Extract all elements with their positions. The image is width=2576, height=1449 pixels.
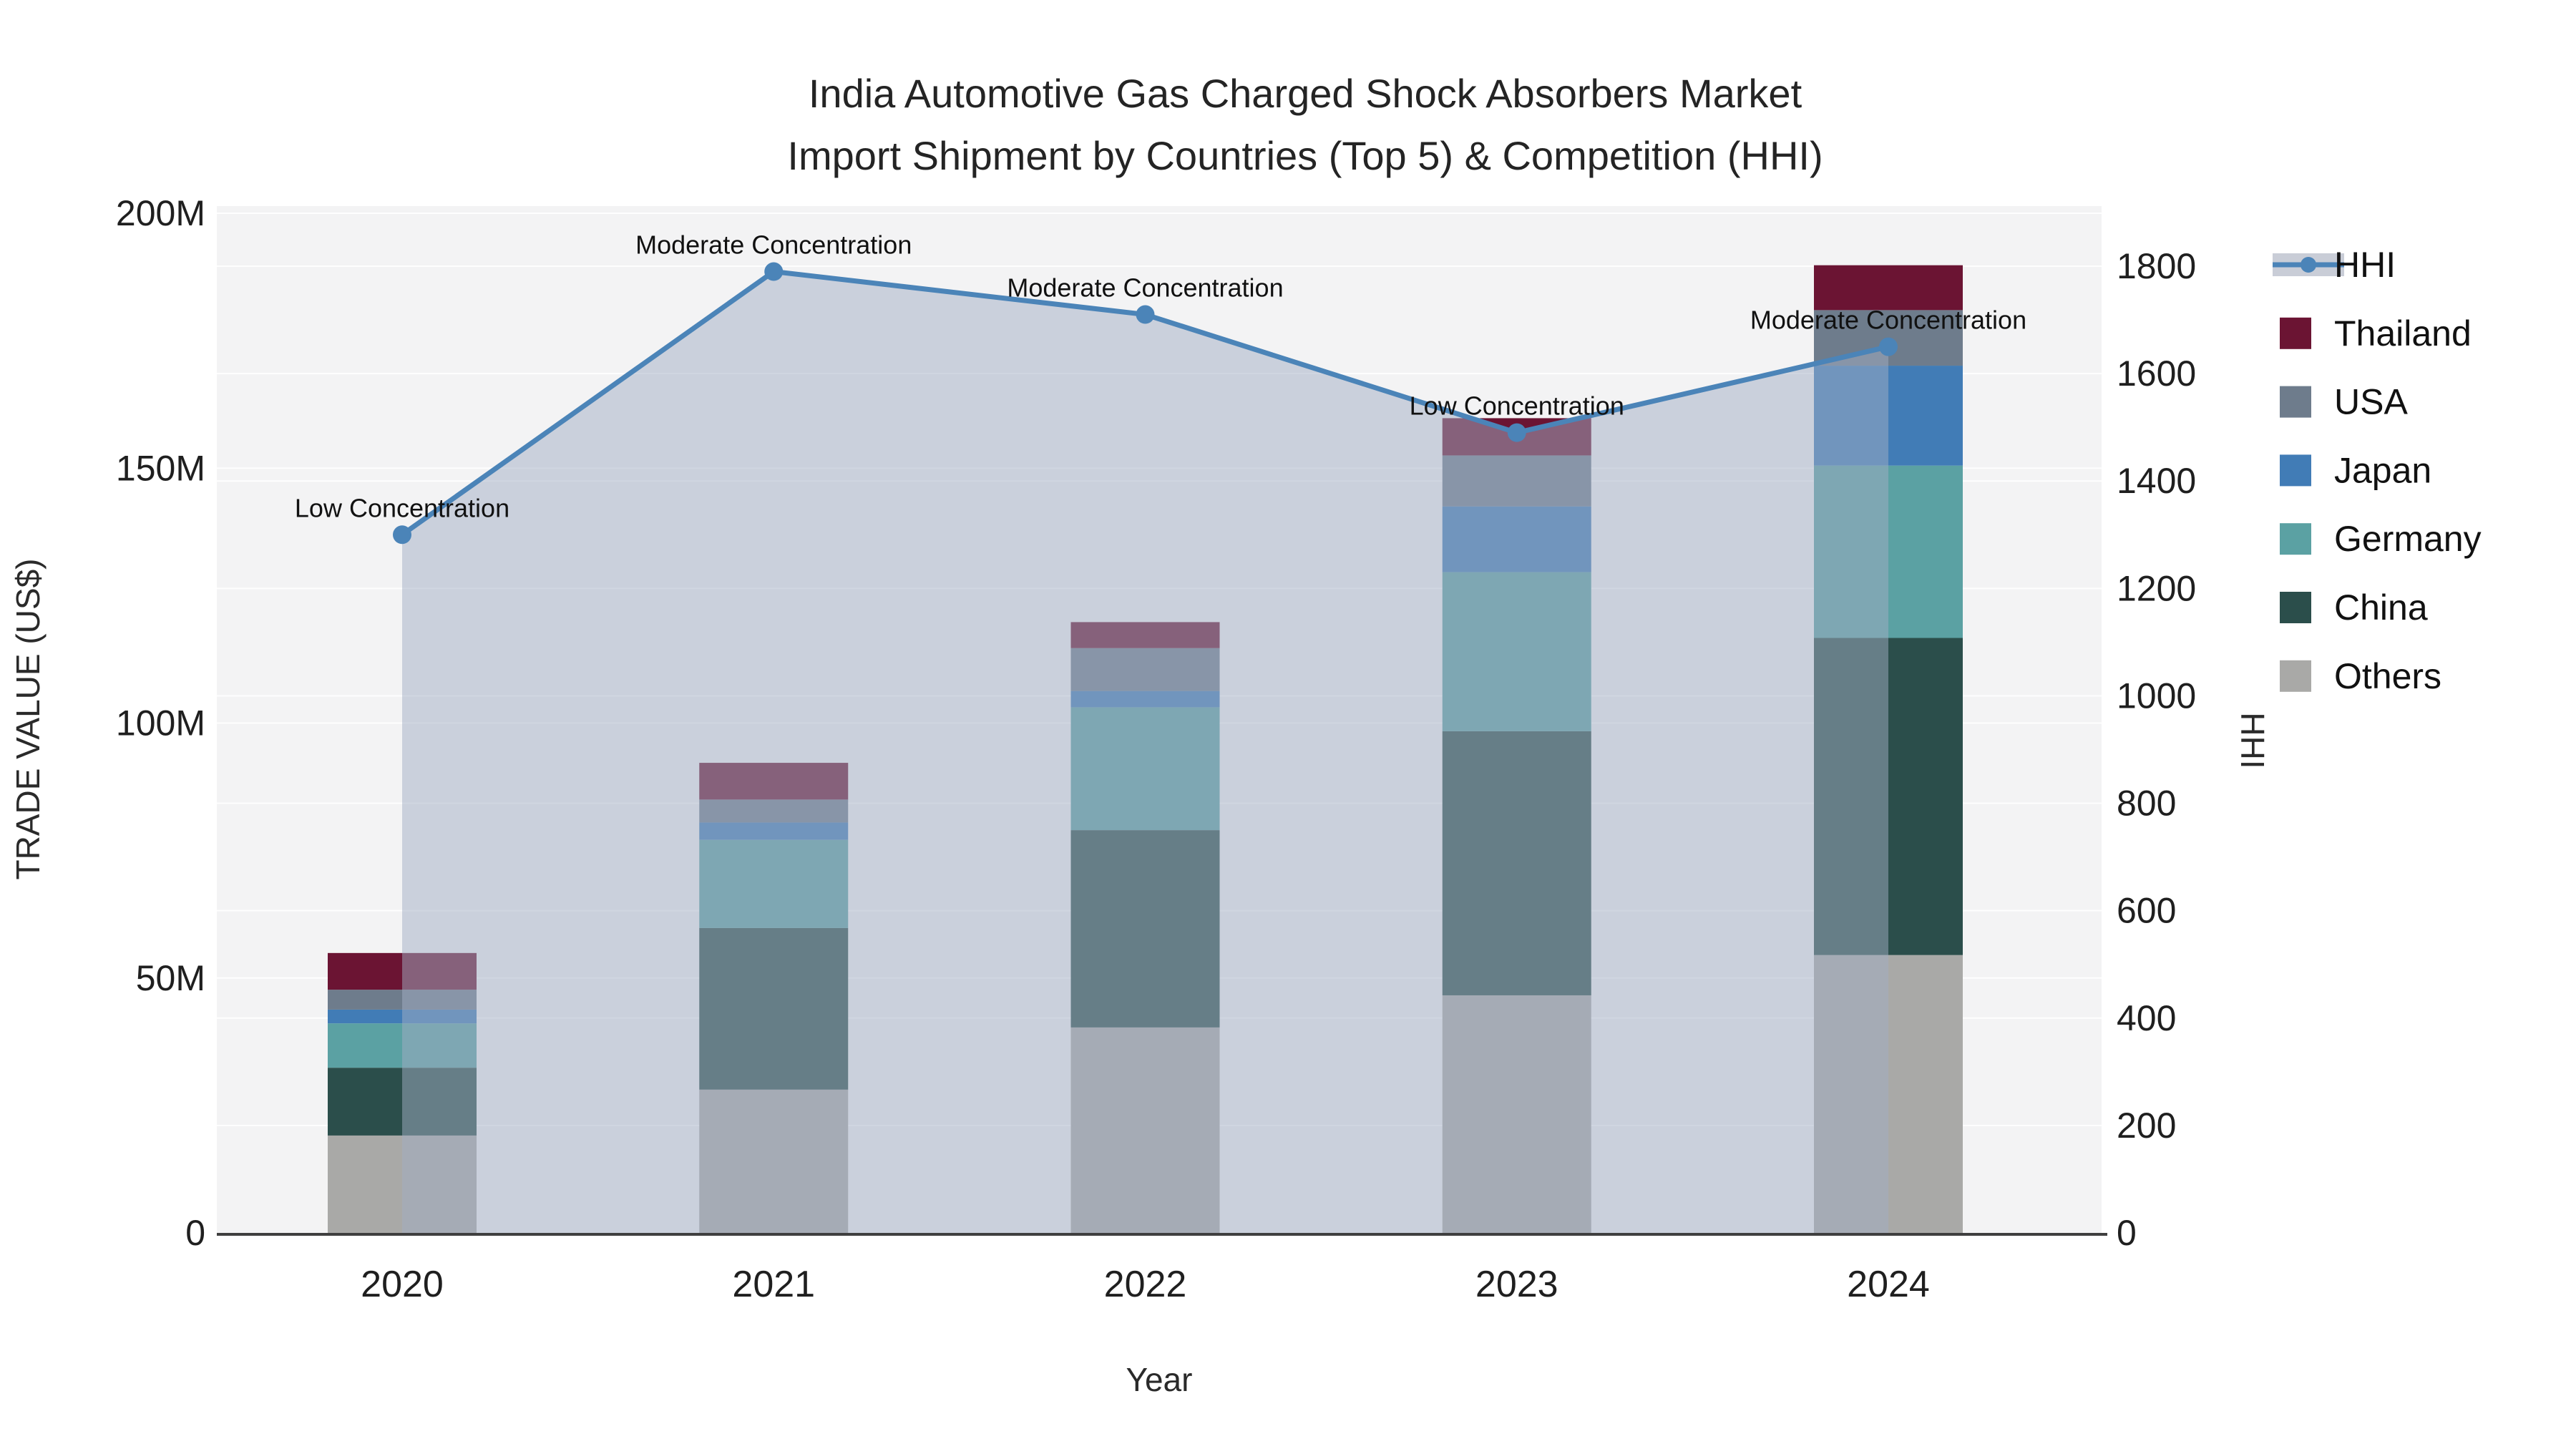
legend-swatch-china: [2280, 592, 2311, 623]
hhi-point-2021[interactable]: [764, 262, 784, 281]
legend-item-usa[interactable]: USA: [2280, 382, 2408, 422]
y-right-tick-label-200: 200: [2117, 1106, 2176, 1146]
y-right-tick-label-600: 600: [2117, 891, 2176, 931]
hhi-point-2024[interactable]: [1879, 337, 1898, 356]
legend-swatch-germany: [2280, 523, 2311, 555]
legend-hhi-marker-icon: [2301, 257, 2316, 273]
x-axis-title: Year: [1126, 1361, 1193, 1398]
y-left-tick-label-150M: 150M: [116, 448, 205, 488]
y-left-tick-label-100M: 100M: [116, 703, 205, 743]
legend-item-thailand[interactable]: Thailand: [2280, 313, 2472, 353]
annotation-label-2024: Moderate Concentration: [1750, 306, 2026, 335]
y-right-axis-title: HHI: [2234, 712, 2271, 769]
hhi-area-fill: [402, 271, 1888, 1233]
legend-item-label: HHI: [2334, 245, 2396, 285]
legend-item-label: USA: [2334, 382, 2408, 422]
annotation-label-2021: Moderate Concentration: [635, 230, 912, 260]
legend-item-label: Germany: [2334, 519, 2482, 559]
x-tick-label-2020: 2020: [361, 1264, 444, 1305]
y-left-tick-label-0: 0: [185, 1213, 205, 1253]
hhi-point-2023[interactable]: [1507, 423, 1526, 442]
legend-swatch-others: [2280, 660, 2311, 692]
legend-item-label: China: [2334, 587, 2428, 628]
y-right-tick-label-1800: 1800: [2117, 246, 2196, 286]
legend-item-label: Thailand: [2334, 313, 2472, 353]
legend-swatch-usa: [2280, 386, 2311, 418]
x-tick-label-2021: 2021: [732, 1264, 815, 1305]
y-left-axis-title: TRADE VALUE (US$): [9, 558, 47, 879]
annotation-label-2023: Low Concentration: [1410, 391, 1624, 421]
y-right-tick-label-0: 0: [2117, 1213, 2137, 1253]
annotation-label-2022: Moderate Concentration: [1007, 273, 1283, 303]
chart-title-line1: India Automotive Gas Charged Shock Absor…: [809, 71, 1802, 116]
y-right-tick-label-1000: 1000: [2117, 675, 2196, 716]
legend-item-label: Others: [2334, 656, 2441, 696]
x-tick-label-2024: 2024: [1847, 1264, 1930, 1305]
legend-item-hhi[interactable]: HHI: [2273, 245, 2396, 285]
legend-item-label: Japan: [2334, 450, 2431, 490]
y-right-tick-label-1400: 1400: [2117, 461, 2196, 501]
bar-segment-2024-thailand[interactable]: [1814, 265, 1963, 311]
legend-item-others[interactable]: Others: [2280, 656, 2441, 696]
hhi-point-2022[interactable]: [1136, 305, 1155, 324]
legend-item-japan[interactable]: Japan: [2280, 450, 2431, 490]
legend-item-china[interactable]: China: [2280, 587, 2428, 628]
legend-item-germany[interactable]: Germany: [2280, 519, 2482, 559]
legend-swatch-thailand: [2280, 317, 2311, 349]
y-right-tick-label-400: 400: [2117, 998, 2176, 1038]
annotation-label-2020: Low Concentration: [295, 493, 509, 522]
chart-title-line2: Import Shipment by Countries (Top 5) & C…: [787, 133, 1823, 178]
legend-swatch-japan: [2280, 454, 2311, 487]
y-right-tick-label-1200: 1200: [2117, 568, 2196, 608]
x-tick-label-2023: 2023: [1475, 1264, 1558, 1305]
x-tick-label-2022: 2022: [1104, 1264, 1187, 1305]
hhi-point-2020[interactable]: [393, 525, 411, 545]
y-right-tick-label-800: 800: [2117, 784, 2176, 824]
y-left-tick-label-50M: 50M: [136, 958, 205, 998]
y-left-tick-label-200M: 200M: [116, 193, 205, 233]
y-right-tick-label-1600: 1600: [2117, 353, 2196, 394]
